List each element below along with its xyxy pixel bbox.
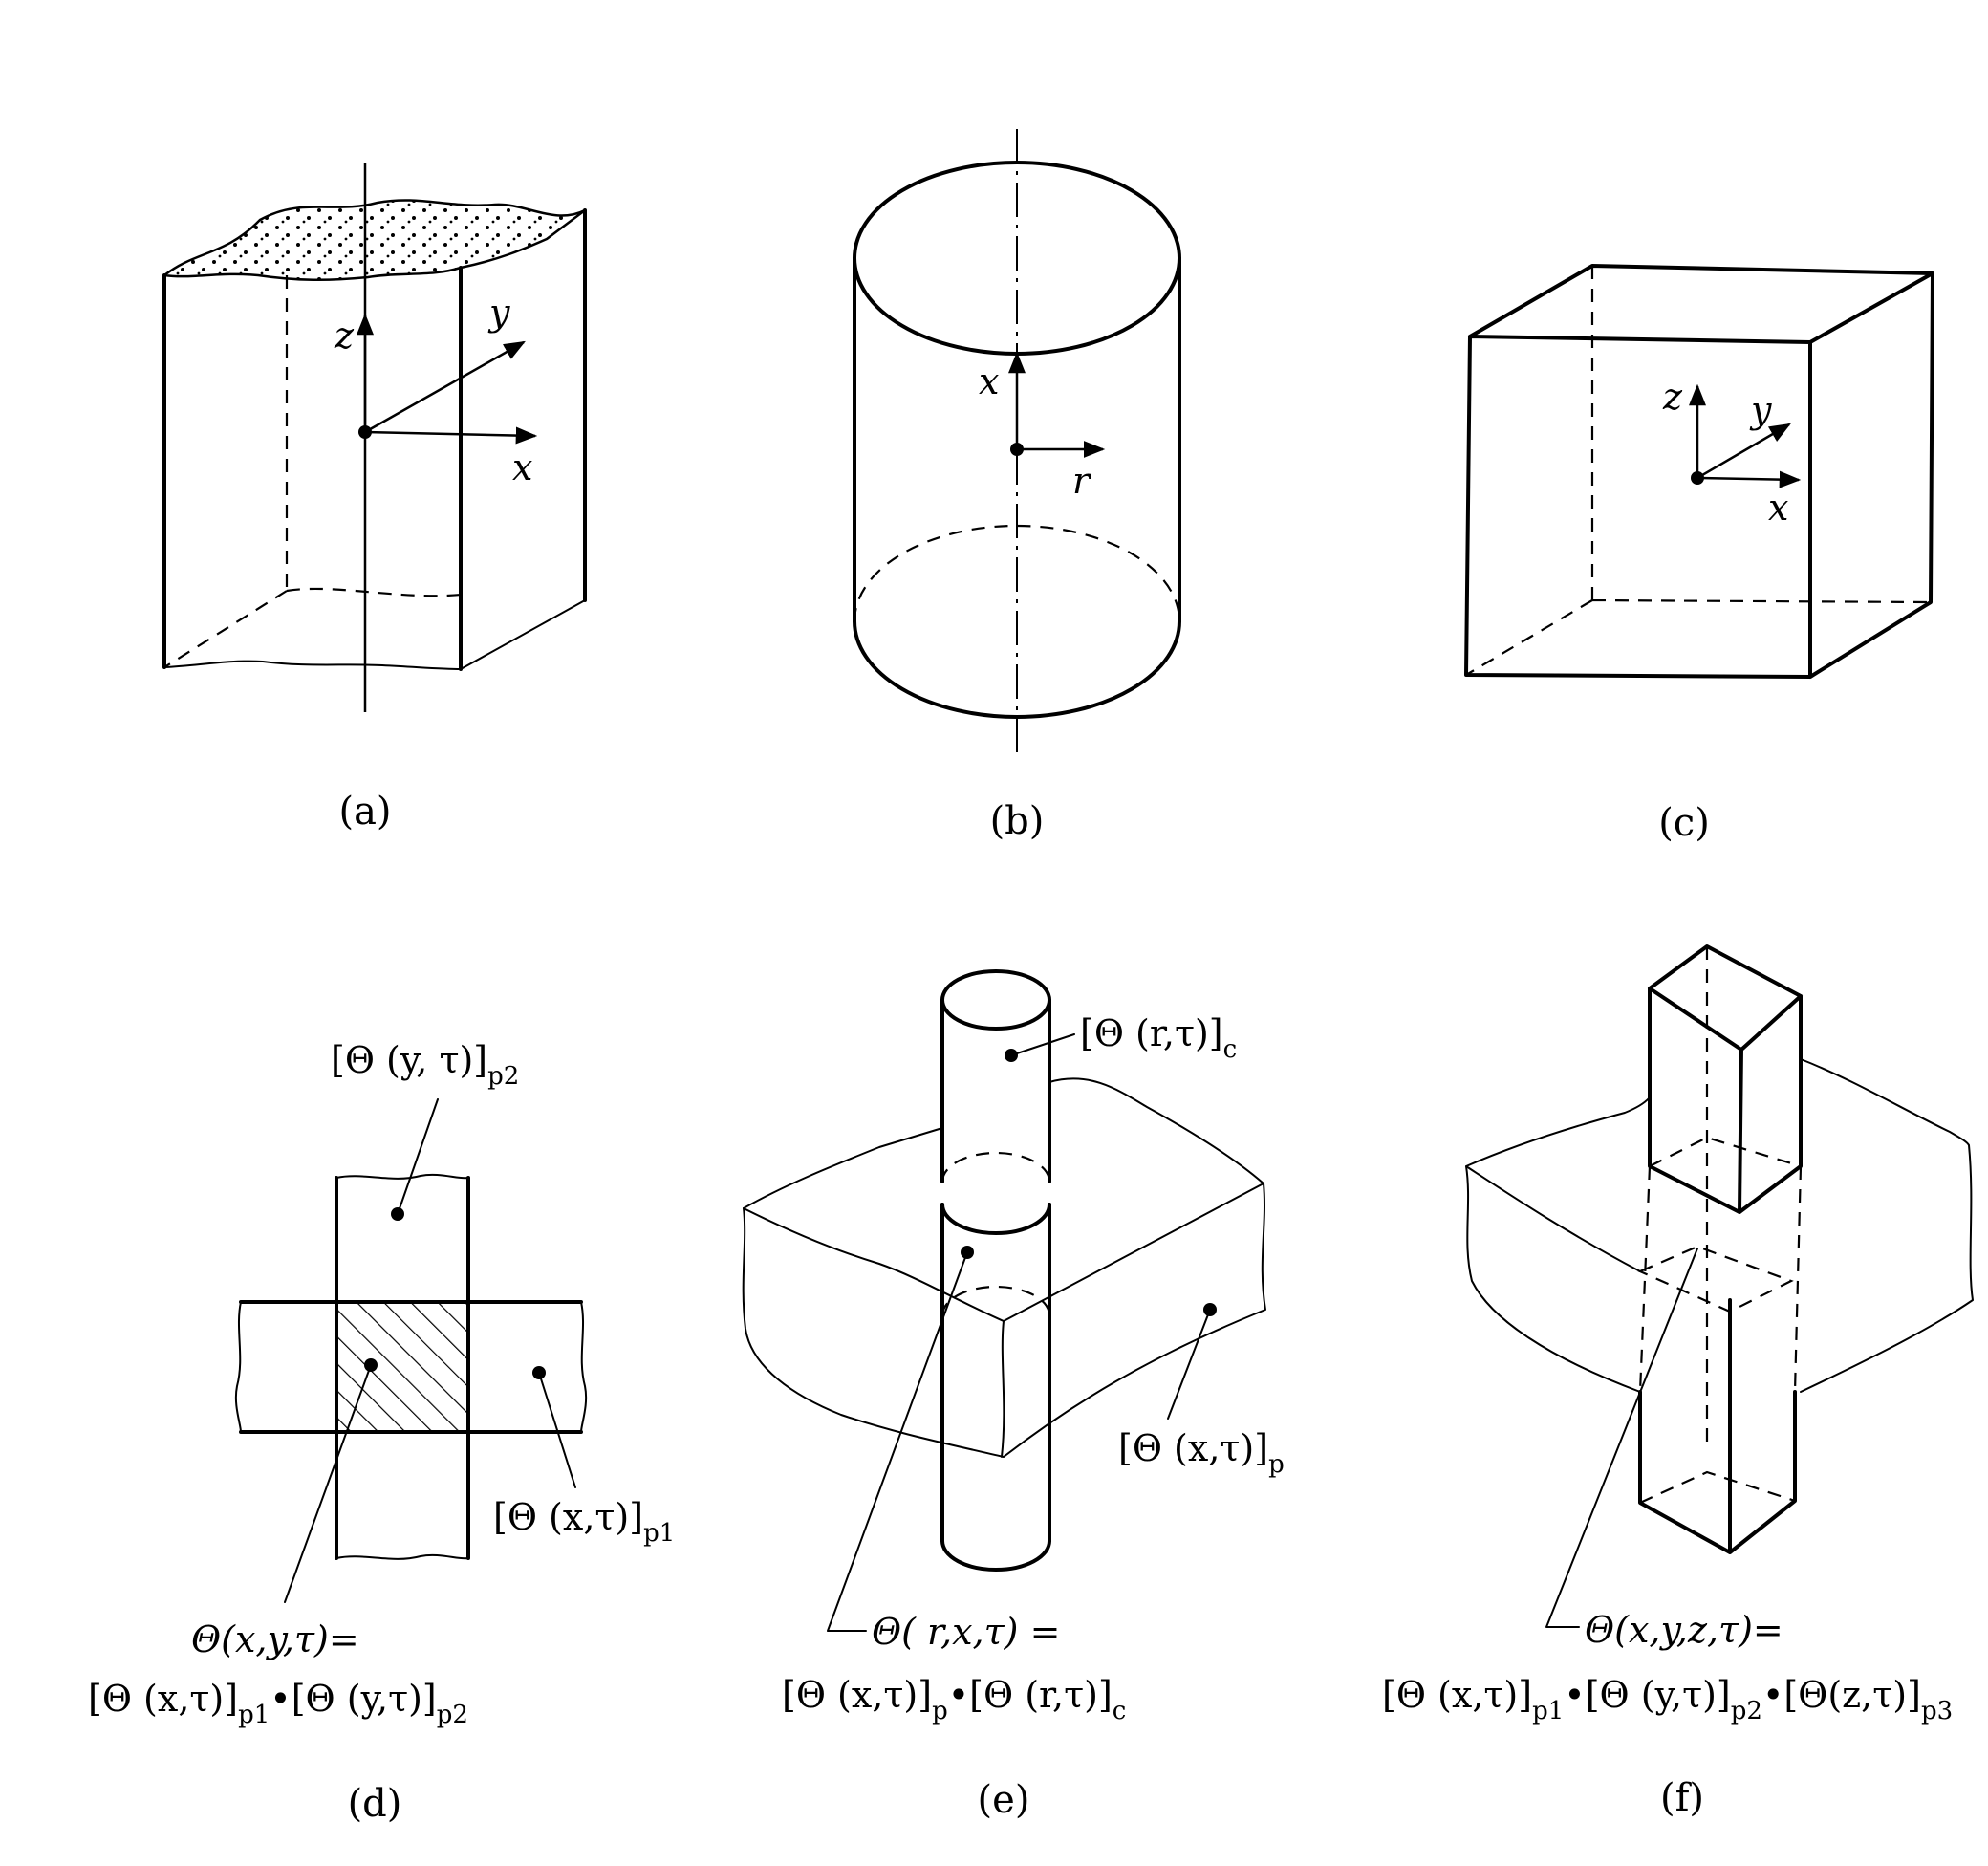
a-axis-label-x: x	[512, 446, 532, 488]
a-axis-label-y: y	[487, 292, 510, 334]
d-vertical-plate	[335, 1176, 470, 1560]
a-top-surface	[161, 199, 586, 282]
c-axis-label-x: x	[1768, 487, 1788, 529]
d-equation-line2: [Θ (x,τ)]p1•[Θ (y,τ)]p2	[88, 1678, 468, 1729]
a-axis-label-z: z	[334, 315, 355, 357]
d-label-right: [Θ (x,τ)]p1	[493, 1496, 675, 1548]
diagram-f-bar-plate: Θ(x,y,z,τ)= [Θ (x,τ)]p1•[Θ (y,τ)]p2•[Θ(z…	[1382, 944, 1974, 1725]
e-label-top: [Θ (r,τ)]c	[1080, 1012, 1237, 1064]
e-cylinder-top-ellipse	[940, 969, 1051, 1031]
e-cylinder-bottom	[940, 1539, 1051, 1572]
d-hatched-intersection	[336, 1302, 468, 1432]
c-axis-label-y: y	[1749, 389, 1772, 431]
f-plate-outline	[1465, 1058, 1974, 1393]
b-origin-dot	[1010, 443, 1024, 456]
e-cylinder-cut-back2	[940, 1285, 1051, 1316]
diagram-c-box: z y x	[1464, 264, 1934, 679]
f-bar-lower	[1638, 1298, 1797, 1554]
e-label-right: [Θ (x,τ)]p	[1118, 1427, 1285, 1479]
f-equation-line1: Θ(x,y,z,τ)=	[1585, 1609, 1783, 1651]
caption-f: (f)	[1660, 1776, 1704, 1820]
d-vertical-plate-ends	[335, 1173, 469, 1560]
c-visible-edges	[1464, 264, 1934, 679]
d-equation-line1: Θ(x,y,τ)=	[191, 1618, 359, 1660]
a-hidden-edges	[163, 275, 462, 668]
a-front-face	[162, 208, 587, 671]
b-sides	[853, 256, 1181, 623]
e-equation-line1: Θ( r,x,τ) =	[872, 1611, 1060, 1653]
c-y-arrow	[1696, 423, 1791, 480]
f-leader-line	[1545, 1248, 1698, 1628]
c-x-arrow	[1696, 470, 1802, 488]
e-equation-line2: [Θ (x,τ)]p•[Θ (r,τ)]c	[782, 1674, 1126, 1725]
e-cylinder-cut-back	[940, 1151, 1051, 1183]
f-bar-hidden-edges	[1637, 946, 1803, 1505]
a-x-arrow	[364, 426, 538, 445]
e-plate-top	[743, 1077, 1264, 1322]
a-y-arrow	[364, 340, 526, 434]
b-bottom-front	[853, 619, 1181, 719]
d-leader-lines	[284, 1098, 576, 1603]
e-cylinder-lower-sides	[940, 1203, 1051, 1543]
diagram-a-infinite-rect-bar: z y x	[161, 163, 587, 712]
a-origin-dot	[358, 425, 372, 439]
c-hidden-edges	[1465, 266, 1932, 676]
caption-d: (d)	[348, 1782, 402, 1826]
e-cylinder-top-sides	[940, 998, 1051, 1183]
d-horizontal-plate-ends	[234, 1301, 588, 1433]
caption-a: (a)	[338, 790, 391, 834]
c-origin-dot	[1691, 471, 1704, 485]
diagram-d-intersecting-plates: [Θ (y, τ)]p2 [Θ (x,τ)]p1 Θ(x,y,τ)= [Θ (x…	[88, 1039, 675, 1729]
b-axis-label-r: r	[1072, 460, 1092, 502]
c-axis-label-z: z	[1662, 376, 1683, 418]
caption-c: (c)	[1658, 801, 1710, 845]
d-horizontal-plate	[239, 1300, 583, 1434]
f-equation-line2: [Θ (x,τ)]p1•[Θ (y,τ)]p2•[Θ(z,τ)]p3	[1382, 1674, 1953, 1725]
caption-e: (e)	[978, 1778, 1030, 1822]
diagram-e-cylinder-plate: [Θ (r,τ)]c [Θ (x,τ)]p Θ( r,x,τ) = [Θ (x,…	[742, 969, 1285, 1725]
e-cylinder-cut-front	[940, 1203, 1051, 1235]
e-leader-lines	[827, 1033, 1211, 1632]
a-bottom-edge	[163, 599, 586, 670]
b-axis-label-x: x	[979, 360, 999, 402]
d-label-top: [Θ (y, τ)]p2	[331, 1039, 519, 1091]
b-bottom-back	[853, 524, 1181, 622]
caption-b: (b)	[990, 799, 1045, 843]
f-bar-upper	[1648, 944, 1803, 1214]
diagram-b-cylinder: x r	[853, 129, 1181, 760]
e-plate-sides	[742, 1183, 1266, 1458]
